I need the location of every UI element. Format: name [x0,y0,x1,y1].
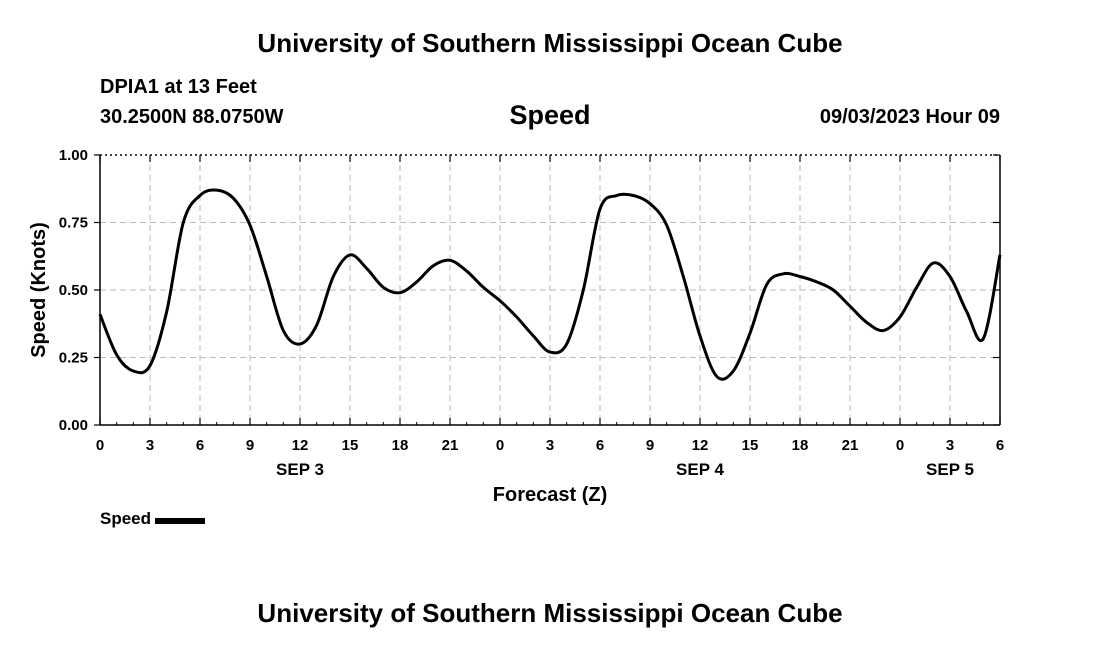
chart-title: Speed [509,100,591,130]
x-tick-label: 3 [946,437,954,454]
y-tick-label: 0.25 [59,350,88,367]
y-axis-title: Speed (Knots) [28,222,50,358]
legend-label: Speed [100,509,152,528]
x-tick-label: 21 [842,437,859,454]
x-tick-label: 0 [96,437,104,454]
x-tick-label: 18 [792,437,809,454]
date-label: SEP 3 [276,460,324,479]
x-tick-label: 3 [546,437,554,454]
speed-chart: 0 3 6 9 12 15 18 21 0 3 6 9 12 15 18 21 0 3 6 0.00 0.25 0.50 0… [28,147,1004,506]
x-tick-label: 15 [742,437,759,454]
series-line-speed [98,188,1002,381]
date-label: SEP 4 [676,460,724,479]
station-coordinates: 30.2500N 88.0750W [100,106,284,128]
x-tick-label: 15 [342,437,359,454]
y-tick-label: 1.00 [59,147,88,164]
x-tick-label: 12 [692,437,709,454]
x-tick-label: 6 [996,437,1004,454]
x-tick-label: 12 [292,437,309,454]
forecast-timestamp: 09/03/2023 Hour 09 [819,106,1000,128]
footer-title: University of Southern Mississippi Ocean… [257,598,843,628]
y-tick-label: 0.75 [59,215,88,232]
x-tick-label: 18 [392,437,409,454]
page-title: University of Southern Mississippi Ocean… [257,28,843,58]
x-tick-label: 3 [146,437,154,454]
x-tick-label: 6 [596,437,604,454]
date-label: SEP 5 [926,460,974,479]
x-tick-label: 9 [646,437,654,454]
x-tick-label: 6 [196,437,204,454]
legend-line-swatch [155,517,206,524]
x-axis-title: Forecast (Z) [493,484,607,506]
x-tick-label: 21 [442,437,459,454]
x-tick-label: 9 [246,437,254,454]
x-tick-label: 0 [896,437,904,454]
y-tick-label: 0.00 [59,417,88,434]
y-tick-label: 0.50 [59,282,88,299]
legend: Speed [100,509,206,529]
x-tick-label: 0 [496,437,504,454]
station-label: DPIA1 at 13 Feet [100,76,257,98]
